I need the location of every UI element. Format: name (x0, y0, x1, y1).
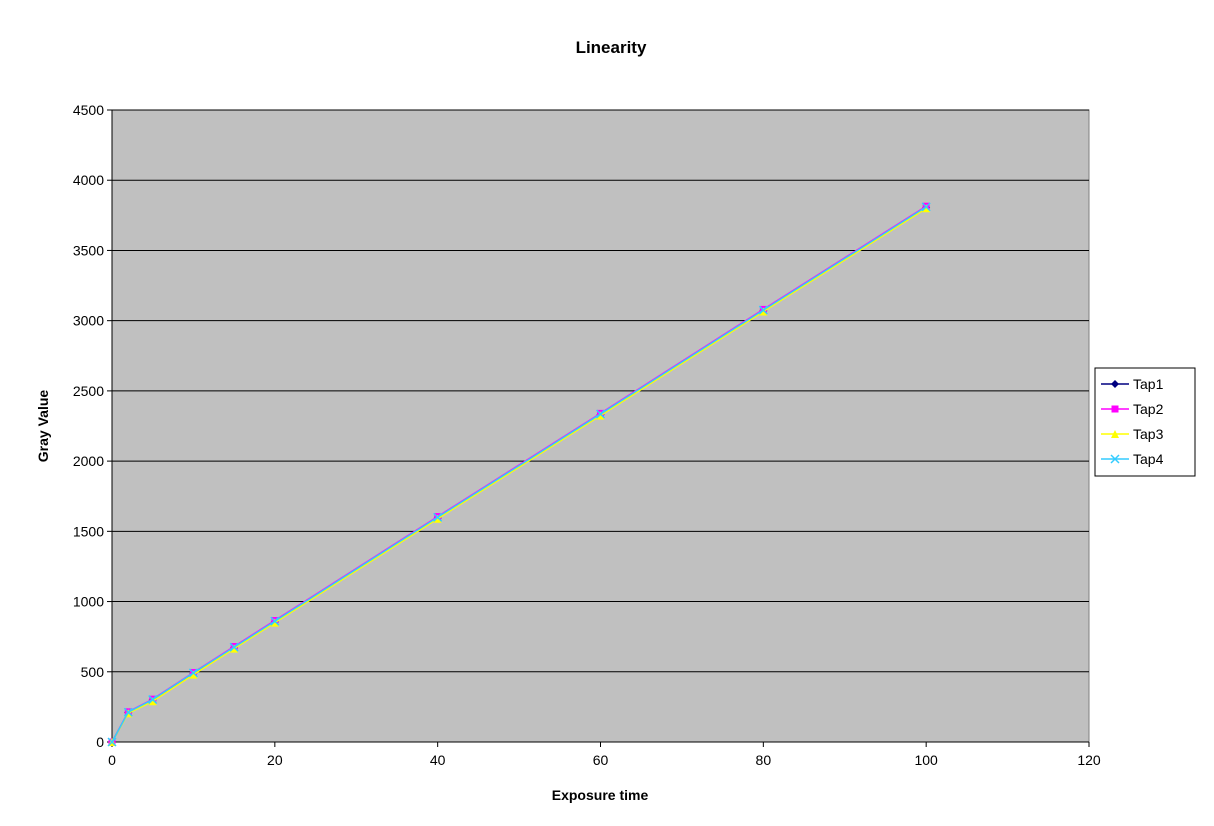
x-tick-label: 20 (267, 752, 283, 768)
y-tick-label: 1500 (73, 523, 104, 539)
data-point-tap3 (759, 307, 768, 316)
data-point-tap4 (595, 409, 606, 419)
data-point-tap3 (270, 618, 279, 627)
data-point-tap4 (148, 695, 158, 705)
series-line-tap3 (111, 207, 927, 743)
chart-title: Linearity (576, 38, 647, 57)
legend-marker (1111, 405, 1119, 413)
legend-label: Tap2 (1133, 401, 1164, 417)
series-group (107, 202, 931, 747)
legend-label: Tap1 (1133, 376, 1164, 392)
data-point-tap4 (107, 737, 117, 747)
legend-box (1094, 367, 1196, 477)
x-tick-label: 40 (430, 752, 446, 768)
legend-marker (1111, 380, 1119, 388)
x-tick-label: 0 (108, 752, 116, 768)
data-point-tap4 (433, 512, 443, 522)
plot-area (111, 109, 1090, 743)
data-point-tap4 (229, 642, 239, 652)
legend: Tap1 Tap2 Tap3 Tap4 (1094, 367, 1196, 477)
y-tick-label: 2500 (73, 383, 104, 399)
data-point-tap3 (596, 411, 605, 420)
data-point-tap3 (148, 697, 157, 706)
legend-item-tap2: Tap2 (1101, 401, 1164, 417)
data-point-tap4 (921, 202, 931, 212)
y-tick-label: 3000 (73, 313, 104, 329)
series-line-tap4 (111, 206, 927, 743)
legend-marker (1110, 454, 1120, 464)
x-tick-label: 80 (756, 752, 772, 768)
data-point-tap4 (123, 707, 133, 717)
legend-label: Tap3 (1133, 426, 1164, 442)
y-tick-label: 1000 (73, 594, 104, 610)
x-tick-label: 100 (914, 752, 938, 768)
legend-marker (1111, 430, 1119, 438)
legend-label: Tap4 (1133, 451, 1164, 467)
data-point-tap4 (758, 305, 768, 315)
legend-item-tap3: Tap3 (1101, 426, 1164, 442)
data-point-tap3 (189, 670, 198, 679)
y-tick-label: 2000 (73, 453, 104, 469)
x-axis-label: Exposure time (552, 787, 649, 803)
legend-item-tap1: Tap1 (1101, 376, 1164, 392)
x-tick-label: 60 (593, 752, 609, 768)
data-point-tap3 (922, 204, 931, 213)
series-tap4 (107, 202, 931, 747)
data-point-tap3 (433, 514, 442, 523)
y-tick-label: 3500 (73, 242, 104, 258)
y-tick-label: 4000 (73, 172, 104, 188)
gridlines (112, 109, 1089, 673)
axes: 0 500 1000 1500 2000 2500 3000 3500 4000 4500 0 20 4… (73, 102, 1101, 768)
x-tick-label: 120 (1077, 752, 1101, 768)
y-tick-label: 500 (81, 664, 105, 680)
data-point-tap4 (270, 616, 280, 626)
y-axis-label: Gray Value (35, 390, 51, 463)
y-tick-label: 0 (96, 734, 104, 750)
legend-item-tap4: Tap4 (1101, 451, 1164, 467)
data-point-tap4 (188, 668, 198, 678)
y-tick-label: 4500 (73, 102, 104, 118)
data-point-tap3 (230, 644, 239, 653)
